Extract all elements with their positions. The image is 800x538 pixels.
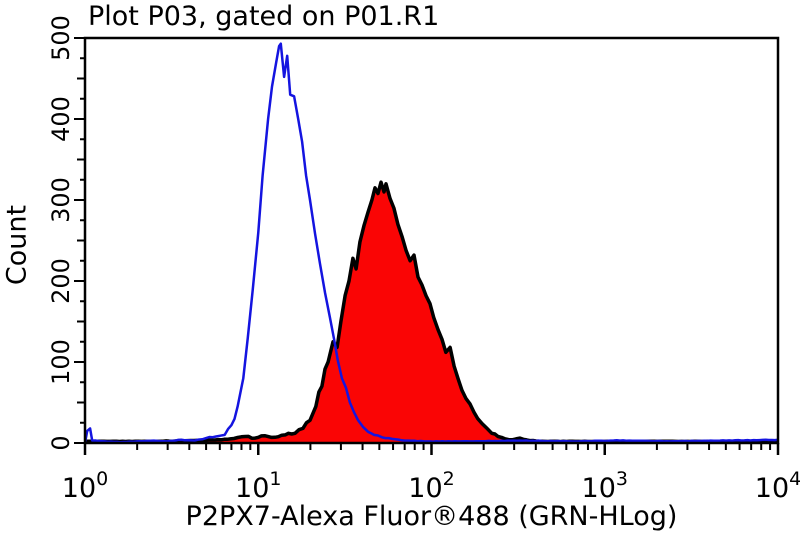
svg-text:400: 400 — [47, 96, 75, 142]
svg-text:103: 103 — [582, 468, 628, 504]
svg-text:200: 200 — [47, 258, 75, 304]
svg-text:500: 500 — [47, 15, 75, 61]
svg-text:104: 104 — [755, 468, 800, 504]
svg-text:0: 0 — [47, 435, 75, 450]
svg-text:300: 300 — [47, 177, 75, 223]
x-axis-label: P2PX7-Alexa Fluor®488 (GRN-HLog) — [185, 501, 678, 532]
svg-text:101: 101 — [235, 468, 281, 504]
svg-text:100: 100 — [62, 468, 108, 504]
svg-text:100: 100 — [47, 339, 75, 385]
plot-title: Plot P03, gated on P01.R1 — [88, 1, 440, 32]
svg-text:102: 102 — [408, 468, 454, 504]
